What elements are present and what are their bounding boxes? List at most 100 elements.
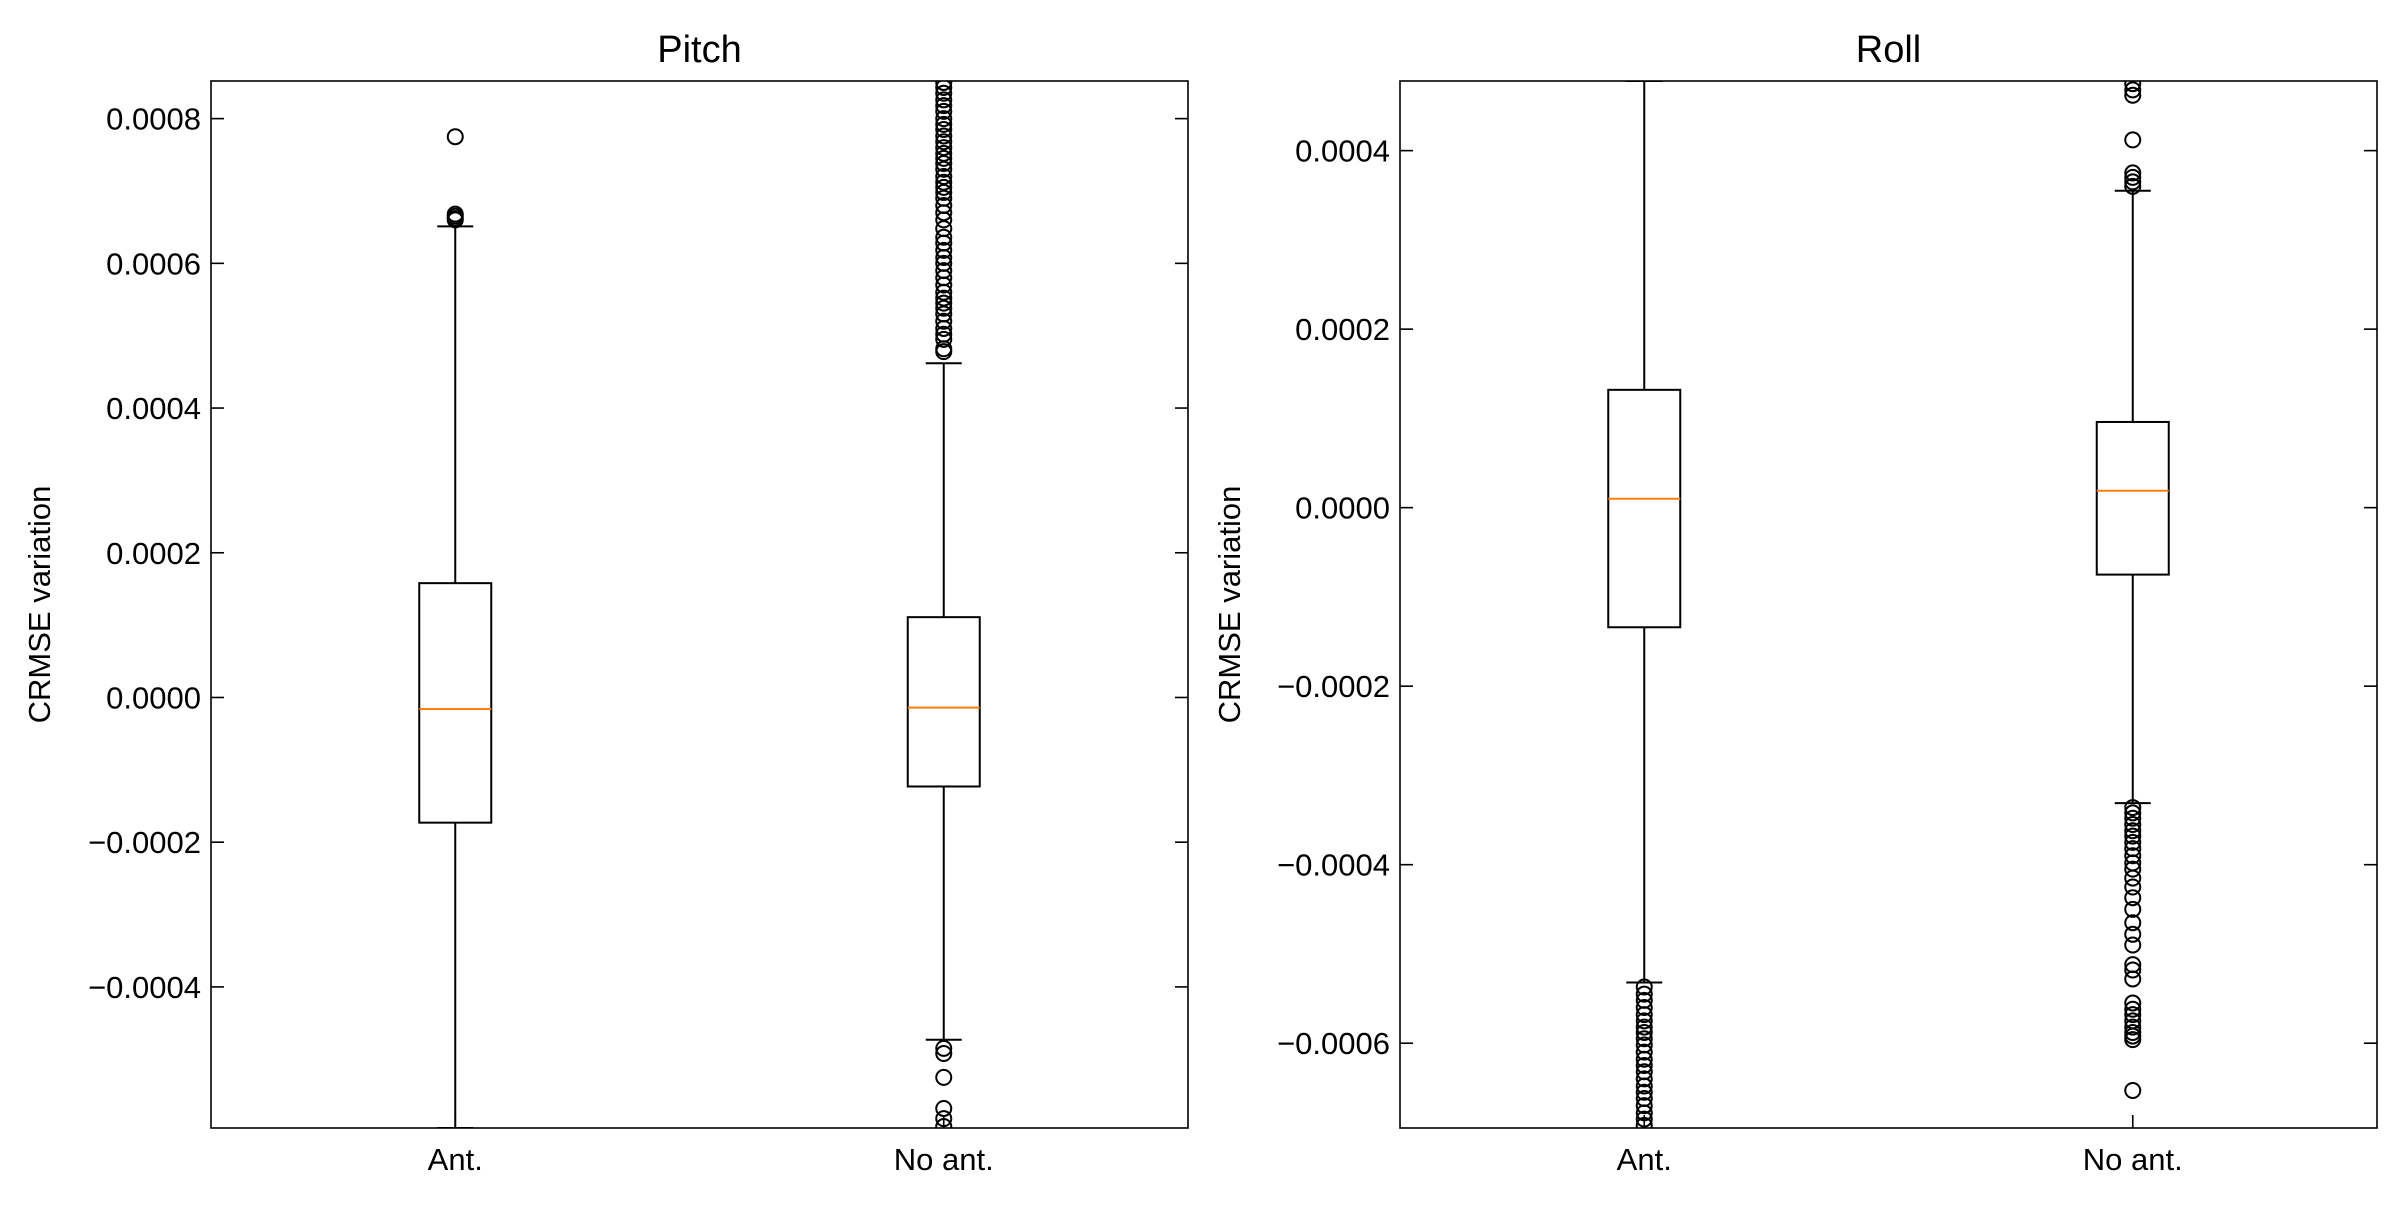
outlier-point xyxy=(2124,860,2142,878)
outlier-point xyxy=(2124,81,2142,93)
outlier-point xyxy=(2124,833,2142,851)
outlier-point xyxy=(446,211,464,229)
iqr-box xyxy=(1607,388,1682,629)
outlier-point xyxy=(935,1068,953,1086)
outlier-point xyxy=(935,319,953,337)
outlier-point xyxy=(935,241,953,259)
chart-title: Roll xyxy=(1856,29,1921,71)
outlier-point xyxy=(935,1099,953,1117)
outlier-point xyxy=(2124,847,2142,865)
box-ant xyxy=(418,128,493,1128)
outlier-point xyxy=(2124,869,2142,887)
outlier-point xyxy=(1635,1050,1653,1068)
y-tick-label: 0.0004 xyxy=(106,391,201,426)
box-no-ant xyxy=(2095,81,2170,1100)
outlier-point xyxy=(935,343,953,361)
outlier-point xyxy=(935,228,953,246)
outlier-point xyxy=(2124,827,2142,845)
y-tick-label: 0.0002 xyxy=(1295,312,1390,347)
y-axis-label: CRMSE variation xyxy=(22,486,57,724)
outlier-point xyxy=(2124,970,2142,988)
x-tick-label: Ant. xyxy=(1617,1142,1672,1177)
outlier-point xyxy=(2124,804,2142,822)
outlier-point xyxy=(2124,1082,2142,1100)
outlier-point xyxy=(2124,177,2142,195)
outlier-point xyxy=(935,330,953,348)
x-tick-label: No ant. xyxy=(2083,1142,2183,1177)
axes-frame xyxy=(1399,80,2378,1129)
panel-pitch: Pitch CRMSE variation −0.0004 −0.0002 0.0000… xyxy=(22,29,1189,1177)
outlier-point xyxy=(1635,1012,1653,1030)
outlier-point xyxy=(935,183,953,201)
outlier-point xyxy=(1635,1023,1653,1041)
y-tick-label: 0.0004 xyxy=(1295,134,1390,169)
y-tick-label: −0.0004 xyxy=(88,970,201,1005)
outlier-point xyxy=(935,133,953,151)
outlier-point xyxy=(935,91,953,109)
y-axis-label: CRMSE variation xyxy=(1212,486,1247,724)
y-tick-label: −0.0002 xyxy=(88,825,201,860)
outlier-point xyxy=(935,81,953,91)
outlier-point xyxy=(1635,1083,1653,1101)
x-tick-label: No ant. xyxy=(894,1142,994,1177)
outlier-point xyxy=(935,294,953,312)
outlier-point xyxy=(935,160,953,178)
outlier-point xyxy=(2124,173,2142,191)
outlier-point xyxy=(935,220,953,238)
outlier-point xyxy=(2124,914,2142,932)
y-tick-label: −0.0006 xyxy=(1277,1026,1390,1061)
outlier-point xyxy=(935,102,953,120)
box-no-ant xyxy=(906,81,981,1128)
outlier-point xyxy=(935,1110,953,1128)
outlier-point xyxy=(935,81,953,97)
outlier-point xyxy=(2124,936,2142,954)
iqr-box xyxy=(418,582,493,824)
outlier-point xyxy=(2124,822,2142,840)
outlier-point xyxy=(1635,978,1653,996)
outlier-point xyxy=(1635,1006,1653,1024)
outlier-point xyxy=(2124,1031,2142,1049)
y-tick-label: 0.0000 xyxy=(106,680,201,715)
outlier-point xyxy=(935,299,953,317)
outlier-point xyxy=(1635,1077,1653,1095)
outlier-point xyxy=(1635,999,1653,1017)
outlier-point xyxy=(2124,1000,2142,1018)
outlier-point xyxy=(935,1039,953,1057)
plot-area xyxy=(1607,81,2170,1128)
outlier-point xyxy=(446,128,464,146)
outlier-point xyxy=(2124,809,2142,827)
outlier-point xyxy=(1635,1110,1653,1128)
y-tick-label: 0.0006 xyxy=(106,246,201,281)
outlier-point xyxy=(2124,878,2142,896)
outlier-point xyxy=(2124,900,2142,918)
outlier-point xyxy=(1635,1070,1653,1088)
outlier-point xyxy=(935,1118,953,1128)
x-tick-label: Ant. xyxy=(428,1142,483,1177)
chart-title: Pitch xyxy=(657,29,741,71)
y-tick-label: −0.0004 xyxy=(1277,848,1390,883)
outlier-point xyxy=(2124,81,2142,99)
outlier-point xyxy=(2124,1006,2142,1024)
outlier-point xyxy=(2124,1018,2142,1036)
outlier-point xyxy=(935,120,953,138)
outlier-point xyxy=(935,149,953,167)
outlier-point xyxy=(2124,86,2142,104)
outlier-point xyxy=(935,154,953,172)
outlier-point xyxy=(935,115,953,133)
outlier-point xyxy=(2124,994,2142,1012)
outlier-point xyxy=(935,127,953,145)
outlier-point xyxy=(935,312,953,330)
outlier-point xyxy=(2124,1027,2142,1045)
box-ant xyxy=(1607,81,1682,1128)
outlier-point xyxy=(1635,1043,1653,1061)
outlier-point xyxy=(2124,799,2142,817)
outlier-point xyxy=(1635,1116,1653,1128)
outlier-point xyxy=(935,1044,953,1062)
outlier-point xyxy=(935,178,953,196)
outlier-point xyxy=(935,97,953,115)
y-tick-label: 0.0000 xyxy=(1295,491,1390,526)
outlier-point xyxy=(2124,961,2142,979)
outlier-point xyxy=(935,276,953,294)
outlier-point xyxy=(1635,1104,1653,1122)
